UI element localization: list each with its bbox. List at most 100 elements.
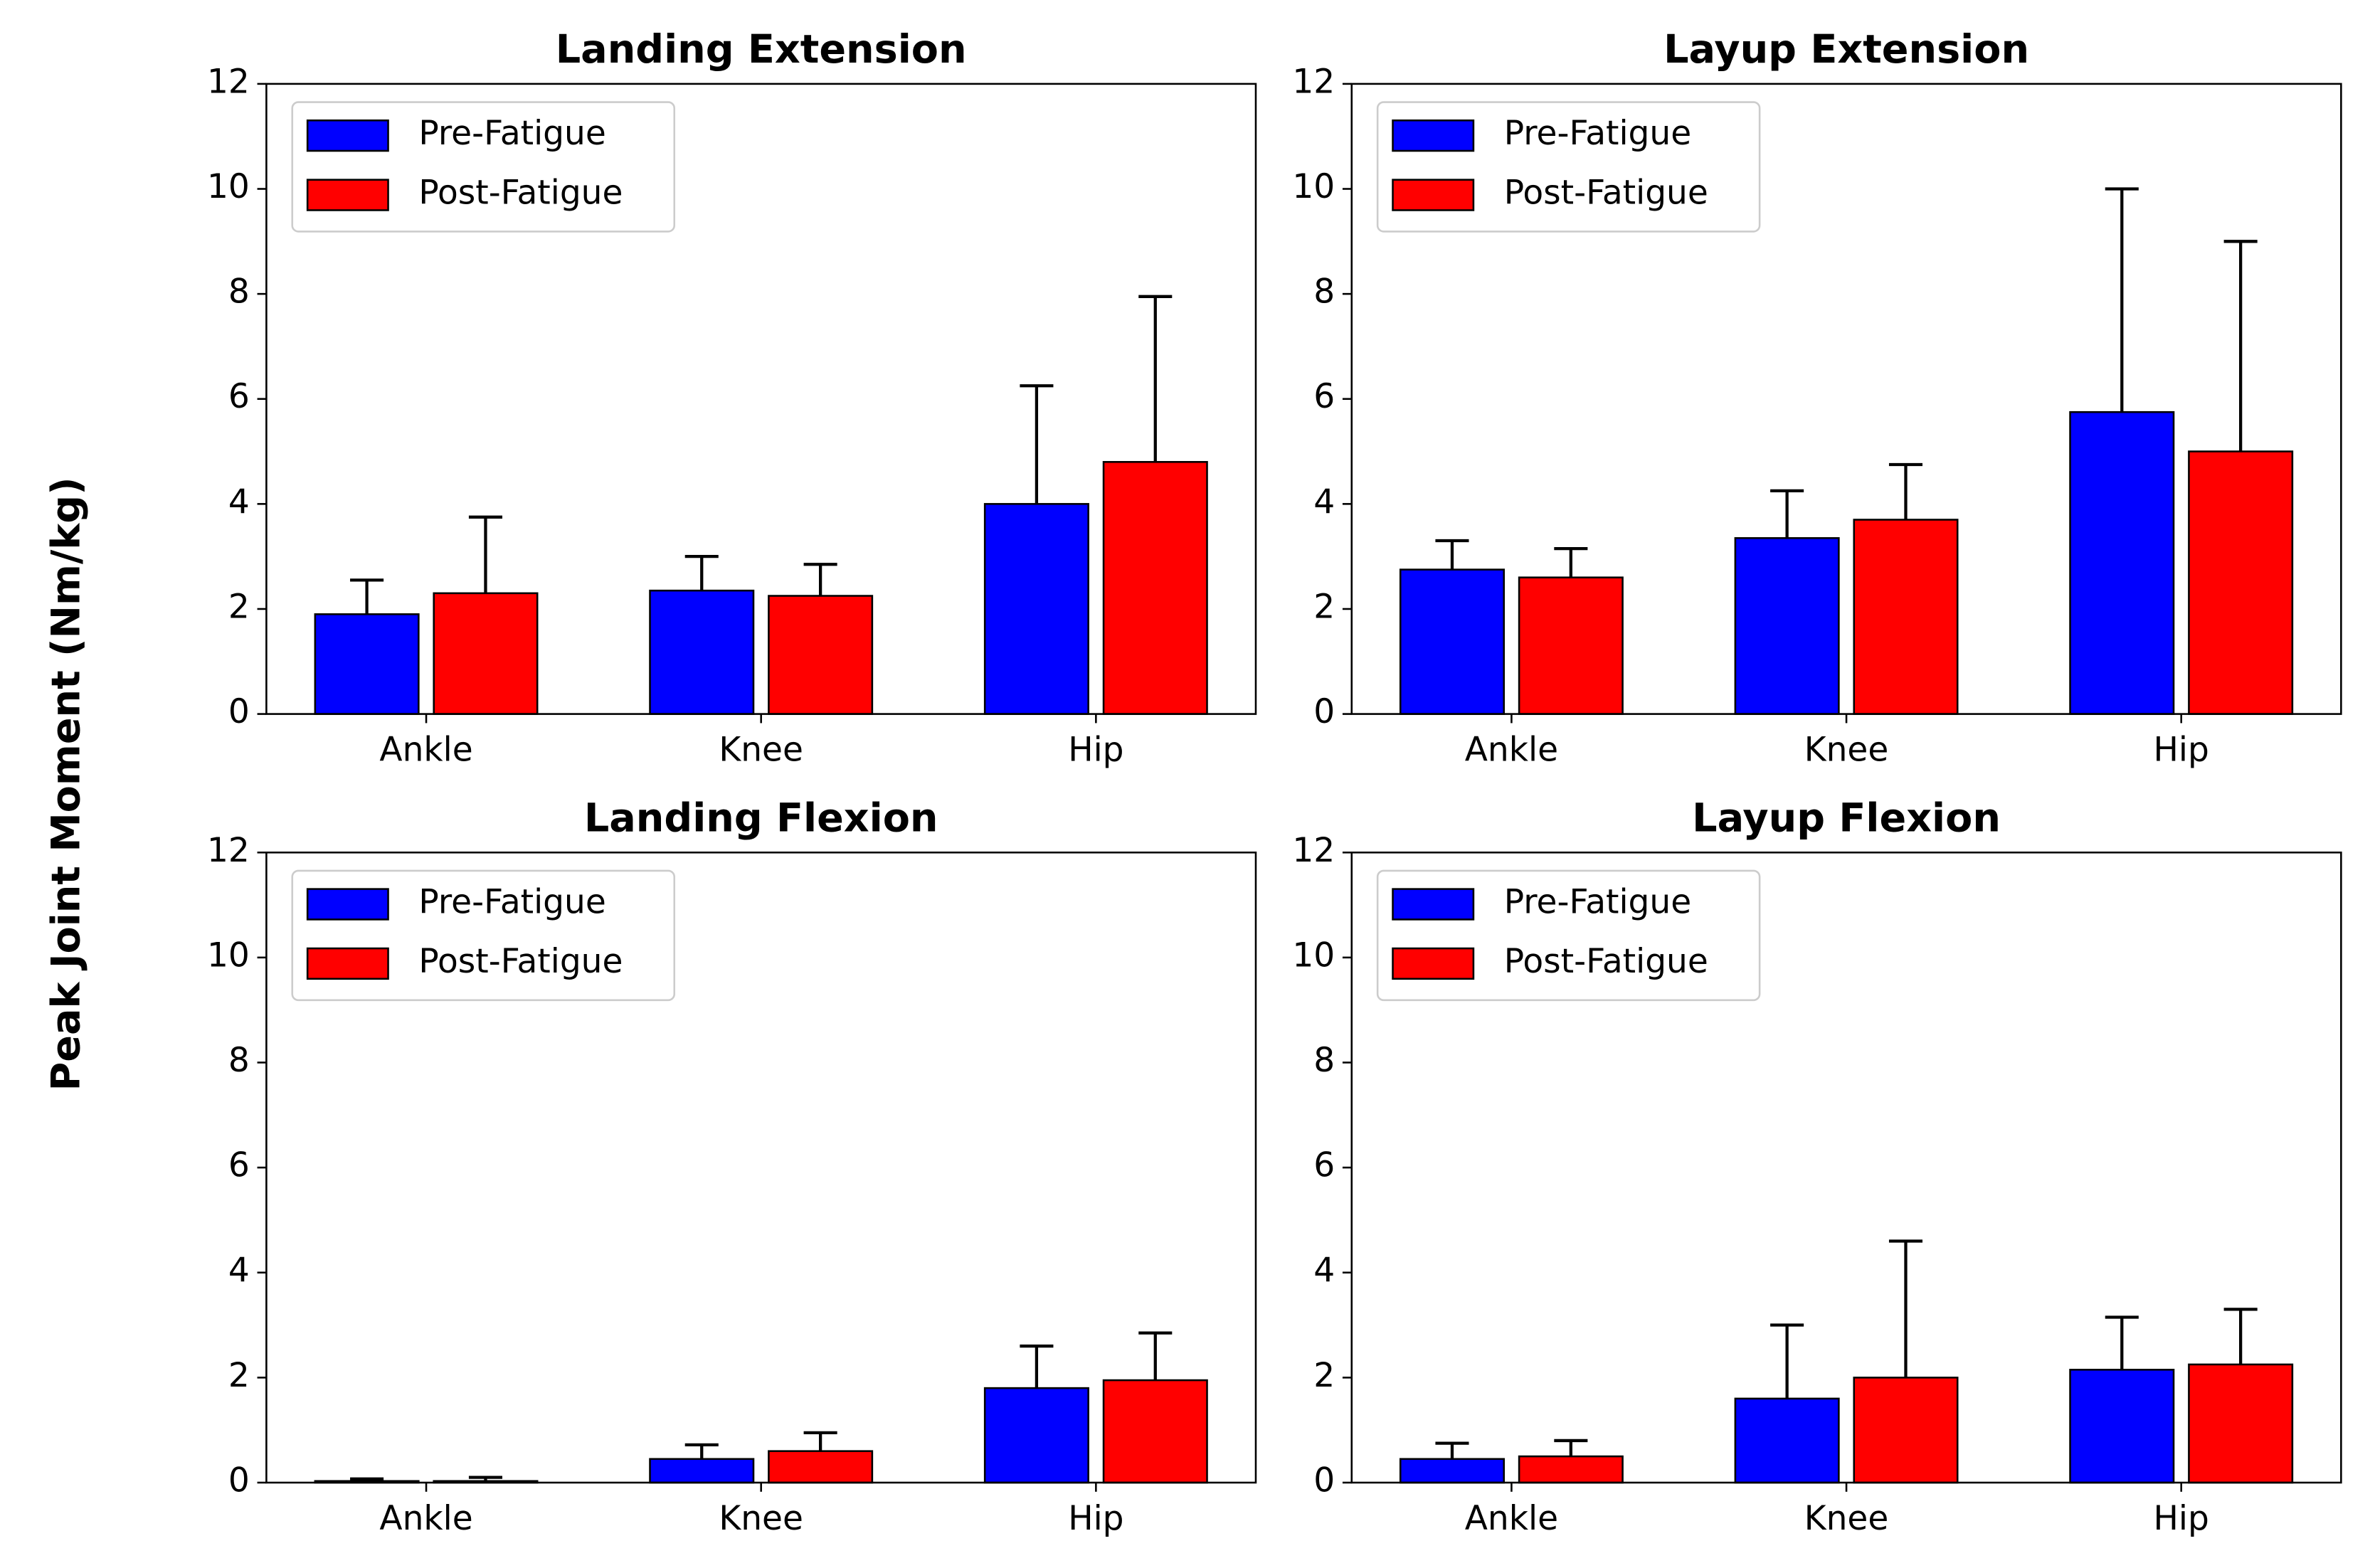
y-tick-label: 10 [207,936,250,975]
x-tick-label: Ankle [1465,731,1558,770]
error-bar [1435,539,1469,570]
subplot-title: Layup Extension [1663,26,2029,73]
error-bar [2223,1308,2258,1365]
bar [433,592,539,715]
y-tick-label: 0 [228,1461,250,1500]
bar [649,1458,755,1484]
plot-frame [1350,83,2342,715]
x-tick-label: Hip [1068,731,1123,770]
subplot: Layup Flexion 0 2 4 6 8 10 12 Ankle Knee Hip Pre-Fa… [1292,795,2342,1538]
y-tick-label: 6 [1313,377,1335,416]
legend-swatch [1392,947,1475,980]
error-bar [350,578,384,615]
bar [1518,576,1624,715]
legend-swatch [306,119,389,152]
y-tick-label: 4 [228,1251,250,1290]
error-bar [1138,1331,1173,1381]
error-bar [684,555,719,591]
y-tick-label: 8 [228,272,250,312]
legend-swatch [1392,119,1475,152]
x-tick-label: Ankle [379,731,472,770]
bar [1102,1379,1208,1484]
y-tick-label: 6 [1313,1146,1335,1185]
legend-swatch [306,947,389,980]
error-bar [1554,1439,1588,1457]
y-tick-label: 2 [228,587,250,626]
y-tick-label: 2 [228,1356,250,1395]
bar [1102,461,1208,715]
error-bar [468,1476,502,1481]
error-bar [468,515,502,593]
bar [649,589,755,715]
bar [2188,1363,2294,1484]
error-bar [350,1477,384,1481]
error-bar [2105,1315,2139,1370]
y-axis-label: Peak Joint Moment (Nm/kg) [43,477,89,1091]
x-tick-label: Knee [719,1499,803,1538]
y-tick-label: 12 [207,831,250,870]
error-bar [1888,1239,1923,1378]
y-tick-label: 2 [1313,587,1335,626]
bar [2069,410,2175,715]
y-tick-label: 0 [1313,692,1335,731]
error-bar [803,1431,837,1451]
error-bar [684,1443,719,1459]
bar [1399,568,1505,715]
error-bar [1888,462,1923,520]
legend-swatch [1392,888,1475,921]
bar [1734,1397,1840,1484]
legend-label: Post-Fatigue [418,174,623,213]
y-tick-label: 10 [1292,936,1335,975]
error-bar [1554,546,1588,578]
x-tick-label: Knee [1804,1499,1889,1538]
subplot-title: Landing Extension [556,26,967,73]
legend-label: Pre-Fatigue [418,114,606,153]
subplot: Layup Extension 0 2 4 6 8 10 12 Ankle Knee Hip Pre-… [1292,26,2342,770]
bar [1853,519,1959,715]
legend-label: Pre-Fatigue [1504,883,1692,922]
error-bar [1770,1323,1804,1399]
y-tick-label: 0 [228,692,250,731]
subplot-title: Layup Flexion [1692,795,2001,841]
error-bar [1770,489,1804,539]
y-tick-label: 4 [1313,1251,1335,1290]
bar [1399,1458,1505,1484]
x-tick-label: Hip [2154,731,2209,770]
y-tick-label: 4 [228,482,250,521]
legend-swatch [1392,179,1475,211]
legend-swatch [306,888,389,921]
legend-label: Pre-Fatigue [418,883,606,922]
error-bar [2223,240,2258,452]
x-tick-label: Hip [1068,1499,1123,1538]
y-tick-label: 12 [1292,62,1335,101]
bar [2188,450,2294,715]
y-tick-label: 12 [207,62,250,101]
legend: Pre-Fatigue Post-Fatigue [1376,869,1761,1002]
bar [983,503,1089,715]
error-bar [1435,1441,1469,1459]
legend: Pre-Fatigue Post-Fatigue [291,101,676,233]
bar [768,595,874,715]
y-tick-label: 8 [1313,272,1335,312]
legend: Pre-Fatigue Post-Fatigue [291,869,676,1002]
x-tick-label: Knee [719,731,803,770]
subplot: Landing Flexion 0 2 4 6 8 10 12 Ankle Knee Hip Pre-… [207,795,1257,1538]
y-tick-label: 8 [1313,1041,1335,1080]
x-tick-label: Ankle [1465,1499,1558,1538]
y-tick-label: 8 [228,1041,250,1080]
y-tick-label: 10 [207,167,250,206]
legend-label: Post-Fatigue [1504,942,1708,981]
legend-label: Post-Fatigue [1504,174,1708,213]
y-tick-label: 6 [228,377,250,416]
error-bar [2105,187,2139,413]
bar [2069,1368,2175,1484]
y-tick-label: 10 [1292,167,1335,206]
y-tick-label: 12 [1292,831,1335,870]
error-bar [1138,295,1173,462]
subplot: Landing Extension 0 2 4 6 8 10 12 Ankle Knee Hip Pr… [207,26,1257,770]
legend-swatch [306,179,389,211]
error-bar [803,563,837,596]
x-tick-label: Knee [1804,731,1889,770]
y-tick-label: 0 [1313,1461,1335,1500]
